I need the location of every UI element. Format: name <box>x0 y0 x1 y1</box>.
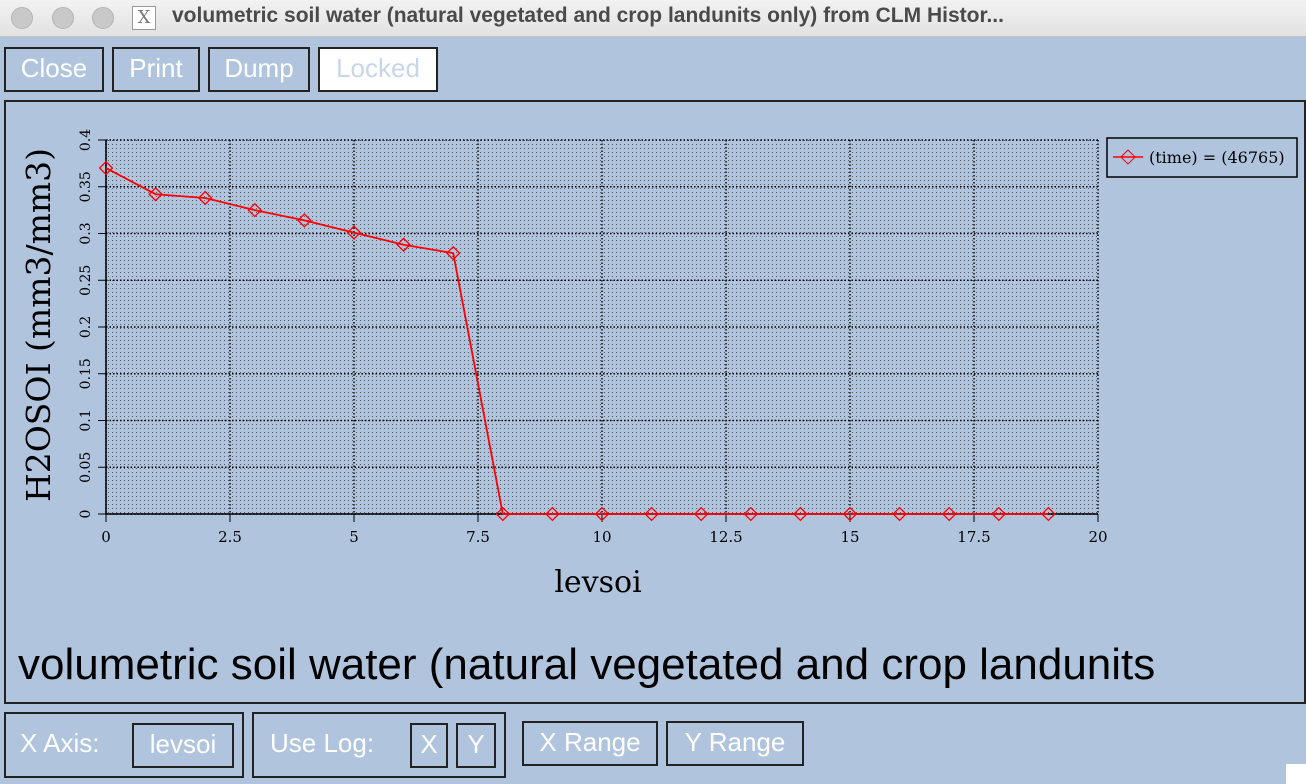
y-tick-label: 0.1 <box>78 409 94 431</box>
dump-button[interactable]: Dump <box>208 47 310 92</box>
series-line <box>105 167 1049 515</box>
data-point <box>247 202 263 218</box>
plot-panel <box>4 100 1306 704</box>
x-axis-label: levsoi <box>554 565 641 600</box>
data-point <box>346 225 362 240</box>
close-window-icon[interactable] <box>11 7 33 29</box>
data-point <box>941 506 957 522</box>
data-point <box>991 506 1007 522</box>
x-tick-label: 7.5 <box>466 528 490 546</box>
y-range-button[interactable]: Y Range <box>666 721 804 766</box>
data-point <box>297 213 312 228</box>
use-log-label: Use Log: <box>270 728 375 758</box>
data-point <box>743 506 759 522</box>
x-axis-label-text: X Axis: <box>20 728 100 758</box>
x-tick-label: 10 <box>592 528 611 546</box>
log-x-toggle[interactable]: X <box>410 723 448 768</box>
plot-title: volumetric soil water (natural vegetated… <box>18 640 1156 689</box>
y-tick-label: 0.25 <box>78 265 94 296</box>
data-point <box>445 245 461 261</box>
window-title-bar: X volumetric soil water (natural vegetat… <box>0 0 1306 37</box>
x-tick-label: 12.5 <box>709 528 742 546</box>
minimize-window-icon[interactable] <box>52 7 74 29</box>
data-point <box>644 506 659 522</box>
y-tick-label: 0.4 <box>78 129 94 151</box>
close-button[interactable]: Close <box>4 47 104 92</box>
y-tick-label: 0.05 <box>78 452 94 483</box>
data-point <box>1041 506 1056 522</box>
y-tick-label: 0.2 <box>78 316 94 338</box>
x-tick-label: 20 <box>1088 528 1107 546</box>
legend-entry: (time) = (46765) <box>1149 148 1285 167</box>
data-point <box>197 190 213 206</box>
window-title: volumetric soil water (natural vegetated… <box>172 4 1004 27</box>
x-tick-label: 17.5 <box>957 528 990 546</box>
locked-button[interactable]: Locked <box>318 47 438 92</box>
resize-handle[interactable] <box>1286 764 1306 784</box>
y-tick-label: 0 <box>78 510 94 519</box>
data-point <box>148 186 163 202</box>
data-point <box>793 506 808 522</box>
x-tick-label: 5 <box>349 528 359 546</box>
x-tick-label: 15 <box>840 528 859 546</box>
data-point <box>396 237 411 253</box>
log-y-toggle[interactable]: Y <box>456 723 496 768</box>
data-point <box>545 506 560 522</box>
use-log-group <box>252 712 506 778</box>
x-axis-group <box>4 712 244 778</box>
data-point <box>594 506 610 522</box>
series <box>98 160 1056 522</box>
y-axis-label: H2OSOI (mm3/mm3) <box>19 148 58 502</box>
data-point <box>693 506 709 522</box>
x-tick-label: 2.5 <box>218 528 242 546</box>
y-tick-label: 0.15 <box>78 358 94 389</box>
data-point <box>892 506 907 522</box>
data-point <box>495 506 511 522</box>
print-button[interactable]: Print <box>112 47 200 92</box>
data-point <box>98 160 114 176</box>
x-axis-select[interactable]: levsoi <box>132 723 234 768</box>
x-tick-label: 0 <box>101 528 111 546</box>
grid <box>105 139 1099 515</box>
x-range-button[interactable]: X Range <box>522 721 658 766</box>
zoom-window-icon[interactable] <box>92 7 114 29</box>
y-tick-label: 0.35 <box>78 171 94 202</box>
legend: (time) = (46765) <box>1106 137 1298 178</box>
y-tick-label: 0.3 <box>78 222 94 244</box>
x11-app-icon: X <box>132 6 156 30</box>
data-point <box>842 506 858 522</box>
axes: 0 2.5 5 7.5 10 12.5 15 17.5 20 0 0.05 0.1 0.15 0.2 0.2… <box>78 129 1108 546</box>
